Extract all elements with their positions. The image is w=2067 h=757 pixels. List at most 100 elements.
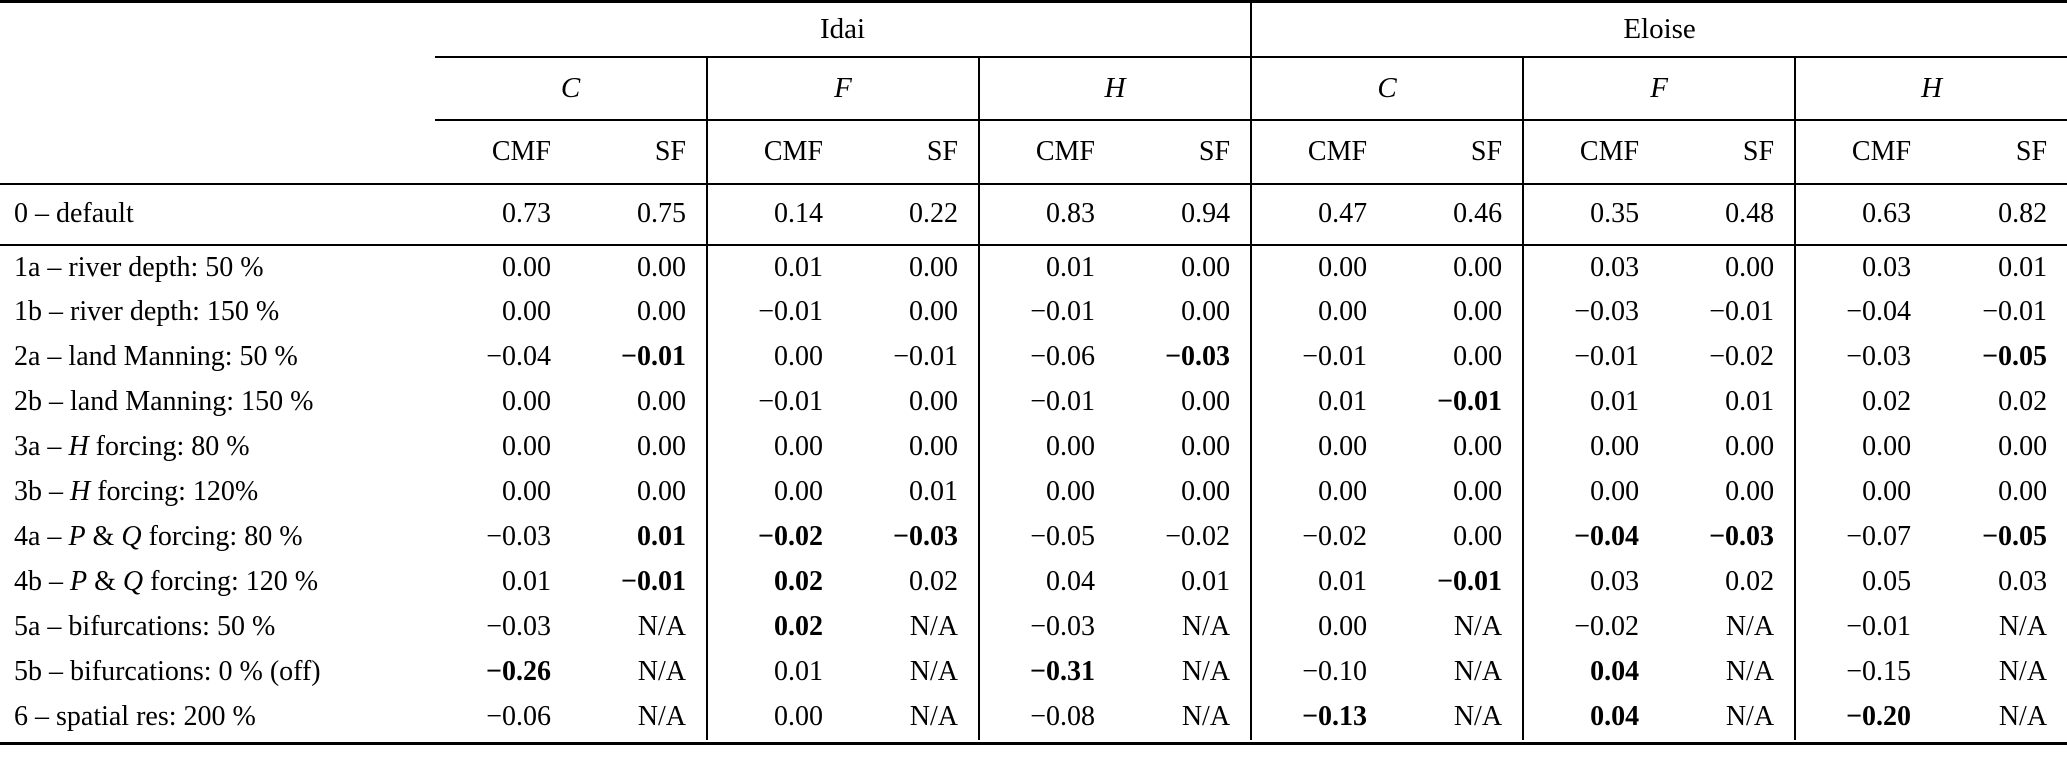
sensitivity-results-table: Idai Eloise C F H C F H CMF SF CMF SF CMF SF CMF SF CMF S… [0, 0, 2067, 740]
value-cell: 0.00 [1387, 514, 1525, 560]
value-cell: N/A [571, 694, 708, 740]
table-body: 0 – default 0.73 0.75 0.14 0.22 0.83 0.94 0.47 0… [0, 183, 2067, 740]
value-cell: 0.00 [502, 251, 551, 283]
row-label-variable: Q [122, 566, 144, 597]
table-row: 5a – bifurcations: 50 % −0.03 N/A 0.02 N/A −0… [0, 604, 2067, 650]
value-cell: −0.04 [486, 341, 551, 372]
row-label-segment: forcing: 120 % [143, 566, 319, 597]
value-cell: 0.03 [1998, 566, 2048, 597]
value-cell: N/A [1115, 694, 1253, 740]
value-cell: 0.01 [1659, 379, 1797, 425]
value-cell: 0.00 [502, 386, 551, 417]
value-cell: −0.03 [1030, 611, 1095, 642]
value-cell: 0.00 [774, 476, 823, 507]
table-row: 3a – H forcing: 80 % 0.00 0.00 0.00 0.00 0.00… [0, 424, 2067, 470]
value-cell: −0.07 [1846, 521, 1912, 552]
value-cell: 0.02 [1659, 559, 1797, 605]
value-cell: −0.01 [1387, 379, 1525, 425]
value-cell: N/A [843, 604, 980, 650]
value-cell: 0.02 [774, 611, 823, 642]
value-cell: −0.03 [1115, 334, 1253, 380]
value-cell: 0.00 [571, 244, 708, 290]
value-cell: −0.02 [1574, 611, 1640, 642]
row-label-segment: 3a – [14, 431, 69, 462]
value-cell: N/A [1659, 649, 1797, 695]
table-row: 2b – land Manning: 150 % 0.00 0.00 −0.01 0.0… [0, 379, 2067, 425]
value-cell: −0.01 [1387, 559, 1525, 605]
variable-header-c: C [1251, 56, 1525, 121]
value-cell: 0.00 [1318, 251, 1368, 283]
value-cell: 0.94 [1115, 183, 1253, 246]
variable-header-c: C [435, 56, 708, 121]
metric-header-cmf: CMF [1523, 119, 1660, 185]
row-label-variable: H [70, 476, 91, 507]
value-cell: 0.14 [707, 183, 843, 246]
table-row: 1a – river depth: 50 % 0.00 0.00 0.01 0.00 0.… [0, 244, 2067, 290]
value-cell: −0.03 [1659, 514, 1797, 560]
value-cell: 0.00 [1998, 476, 2048, 507]
row-label: 2a – land Manning: 50 % [0, 335, 435, 380]
value-cell: 0.00 [1387, 244, 1525, 290]
value-cell: N/A [1387, 649, 1525, 695]
value-cell: −0.26 [486, 656, 551, 687]
row-label: 0 – default [0, 183, 435, 246]
table-row: 4b – P & Q forcing: 120 % 0.01 −0.01 0.02 0.… [0, 559, 2067, 605]
value-cell: 0.00 [1590, 431, 1640, 462]
table-row: 5b – bifurcations: 0 % (off) −0.26 N/A 0.01… [0, 649, 2067, 695]
value-cell: 0.00 [1318, 296, 1368, 327]
value-cell: −0.01 [1030, 386, 1095, 417]
row-label-segment: & [85, 521, 122, 552]
row-label-segment: forcing: 80 % [141, 521, 303, 552]
row-label-segment: 4a – [14, 521, 69, 552]
value-cell: −0.03 [486, 521, 551, 552]
row-label: 4a – P & Q forcing: 80 % [0, 515, 435, 560]
value-cell: 0.01 [1590, 386, 1640, 417]
value-cell: 0.00 [571, 469, 708, 515]
value-cell: 0.00 [1659, 244, 1797, 290]
corner-cell [0, 119, 435, 185]
row-label: 3b – H forcing: 120% [0, 470, 435, 515]
value-cell: 0.00 [1590, 476, 1640, 507]
value-cell: N/A [571, 604, 708, 650]
row-label-segment: 6 – spatial res: 200 % [14, 701, 256, 732]
metric-header-cmf: CMF [707, 119, 843, 185]
value-cell: N/A [1998, 656, 2048, 687]
value-cell: −0.01 [1659, 289, 1797, 335]
value-cell: 0.00 [1046, 431, 1095, 462]
value-cell: 0.00 [1046, 476, 1095, 507]
row-label-segment: 4b – [14, 566, 70, 597]
value-cell: 0.03 [1862, 251, 1912, 283]
metric-header-sf: SF [843, 119, 980, 185]
metric-header-sf: SF [571, 119, 708, 185]
value-cell: 0.00 [1862, 476, 1912, 507]
value-cell: −0.01 [1982, 296, 2048, 327]
value-cell: −0.10 [1302, 656, 1368, 687]
row-label-segment: 2a – land Manning: 50 % [14, 341, 298, 372]
variable-header-h: H [1795, 56, 2067, 121]
row-label: 5a – bifurcations: 50 % [0, 605, 435, 650]
corner-cell [0, 57, 435, 120]
value-cell: 0.01 [1046, 251, 1095, 283]
row-label: 3a – H forcing: 80 % [0, 425, 435, 470]
value-cell: 0.00 [774, 701, 823, 732]
value-cell: 0.83 [979, 183, 1115, 246]
value-cell: −0.01 [571, 334, 708, 380]
value-cell: 0.01 [1318, 566, 1368, 597]
value-cell: 0.82 [1931, 183, 2067, 246]
row-label-segment: 5b – bifurcations: 0 % (off) [14, 656, 321, 687]
value-cell: N/A [1998, 701, 2048, 732]
variable-header-h: H [979, 56, 1253, 121]
value-cell: 0.00 [843, 289, 980, 335]
row-label-segment: & [87, 566, 123, 597]
value-cell: −0.06 [1030, 341, 1095, 372]
table-head: Idai Eloise C F H C F H CMF SF CMF SF CMF SF CMF SF CMF S… [0, 1, 2067, 185]
row-label-segment: forcing: 80 % [88, 431, 250, 462]
value-cell: 0.01 [1115, 559, 1253, 605]
value-cell: 0.02 [843, 559, 980, 605]
value-cell: 0.73 [435, 183, 571, 246]
value-cell: 0.04 [1590, 656, 1640, 687]
row-label-segment: 0 – default [14, 198, 134, 229]
row-label-variable: H [68, 431, 89, 462]
row-label-segment: 1a – river depth: 50 % [14, 251, 264, 283]
